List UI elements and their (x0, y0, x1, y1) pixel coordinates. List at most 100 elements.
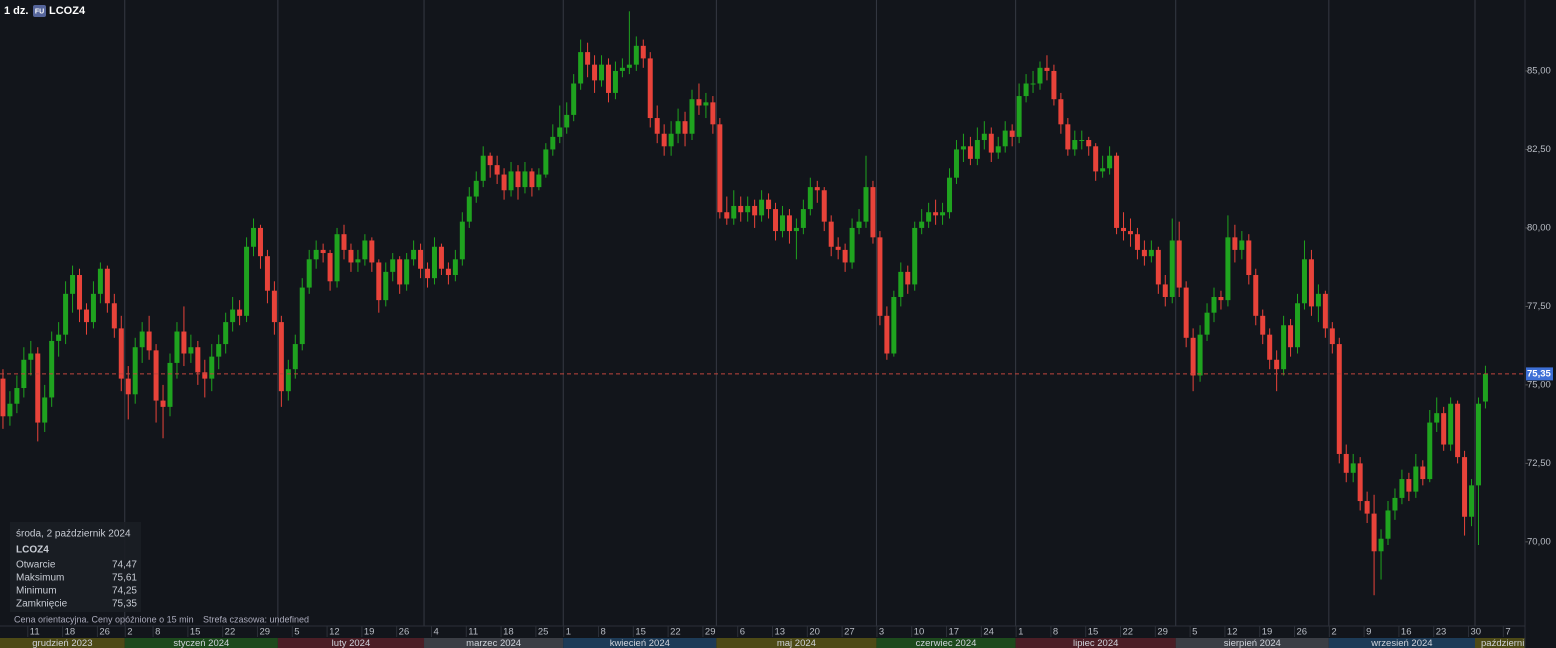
candle-body (1469, 485, 1475, 517)
candle-body (967, 146, 973, 159)
candle-body (1260, 315, 1266, 335)
candle-body (814, 187, 820, 191)
month-label: kwiecień 2024 (610, 638, 670, 648)
candle-body (299, 287, 305, 345)
candle-body (1114, 155, 1120, 228)
candle-body (223, 322, 229, 345)
candle-body (905, 271, 911, 285)
candle-body (383, 271, 389, 301)
candle-body (90, 293, 96, 323)
month-band (716, 638, 877, 648)
candle-body (1343, 453, 1349, 473)
candle-body (438, 246, 444, 269)
candle-body (1267, 334, 1273, 360)
candle-body (348, 249, 354, 263)
candle-body (14, 388, 20, 404)
candle-body (933, 212, 939, 216)
x-tick-label: 8 (155, 627, 160, 638)
candle-body (1079, 140, 1085, 142)
x-tick-label: 1 (1018, 627, 1023, 638)
candle-body (28, 353, 34, 360)
candle-body (626, 64, 632, 68)
candle-body (174, 331, 180, 363)
candle-body (703, 102, 709, 106)
month-label: luty 2024 (332, 638, 371, 648)
candle-body (633, 45, 639, 65)
candle-body (264, 256, 270, 291)
candle-body (146, 331, 152, 351)
candle-body (1357, 463, 1363, 502)
candle-body (1253, 275, 1259, 316)
candle-body (856, 221, 862, 228)
candle-body (1482, 373, 1488, 402)
candle-body (988, 133, 994, 153)
x-tick-label: 22 (225, 627, 236, 638)
candle-body (56, 334, 62, 341)
candle-body (1378, 538, 1384, 552)
candle-body (585, 52, 591, 65)
candle-body (1322, 293, 1328, 329)
candle-body (1475, 403, 1481, 486)
candle-body (1051, 70, 1057, 100)
candle-body (473, 180, 479, 197)
x-tick-label: 18 (65, 627, 76, 638)
candle-body (313, 249, 319, 260)
candle-body (1100, 168, 1106, 172)
x-tick-label: 26 (99, 627, 110, 638)
y-tick-label: 70,00 (1527, 536, 1551, 547)
candle-body (153, 350, 159, 401)
month-band (124, 638, 278, 648)
tooltip-label: Zamknięcie (16, 599, 68, 610)
x-tick-label: 12 (329, 627, 340, 638)
candle-body (564, 114, 570, 128)
candle-body (70, 275, 76, 294)
candle-body (35, 353, 41, 423)
candle-body (1086, 140, 1092, 147)
header: 1 dz. FU LCOZ4 (4, 5, 86, 17)
month-label: lipiec 2024 (1073, 638, 1118, 648)
candle-body (912, 227, 918, 285)
candle-body (1364, 501, 1370, 514)
x-tick-label: 5 (294, 627, 299, 638)
candle-body (870, 187, 876, 238)
candle-body (1448, 403, 1454, 445)
candle-body (1225, 237, 1231, 301)
candle-body (793, 227, 799, 232)
x-tick-label: 19 (1262, 627, 1273, 638)
x-tick-label: 19 (364, 627, 375, 638)
candle-body (139, 331, 145, 348)
candle-body (1406, 479, 1412, 492)
x-tick-label: 10 (914, 627, 925, 638)
candles (0, 11, 1525, 596)
month-band (277, 638, 425, 648)
month-label: maj 2024 (777, 638, 816, 648)
candle-body (292, 344, 298, 370)
candle-body (369, 240, 375, 263)
month-band (1015, 638, 1176, 648)
month-label: wrzesień 2024 (1370, 638, 1432, 648)
candle-body (1281, 325, 1287, 370)
month-separators (124, 0, 1476, 626)
x-tick-label: 29 (705, 627, 716, 638)
x-tick-label: 20 (809, 627, 820, 638)
candle-body (376, 262, 382, 301)
candle-body (522, 171, 528, 188)
x-tick-label: 12 (1227, 627, 1238, 638)
candle-body (995, 146, 1001, 153)
candle-body (167, 362, 173, 407)
candle-body (320, 249, 326, 254)
x-tick-label: 16 (1401, 627, 1412, 638)
x-tick-label: 17 (949, 627, 960, 638)
candle-body (974, 140, 980, 159)
x-tick-label: 25 (538, 627, 549, 638)
candle-body (334, 234, 340, 282)
month-label: styczeń 2024 (173, 638, 229, 648)
tooltip-box (10, 522, 141, 612)
x-tick-label: 29 (1157, 627, 1168, 638)
candle-body (188, 347, 194, 354)
candle-body (612, 70, 618, 93)
candle-body (1392, 497, 1398, 511)
y-tick-label: 85,00 (1527, 65, 1551, 76)
candle-body (1204, 312, 1210, 335)
